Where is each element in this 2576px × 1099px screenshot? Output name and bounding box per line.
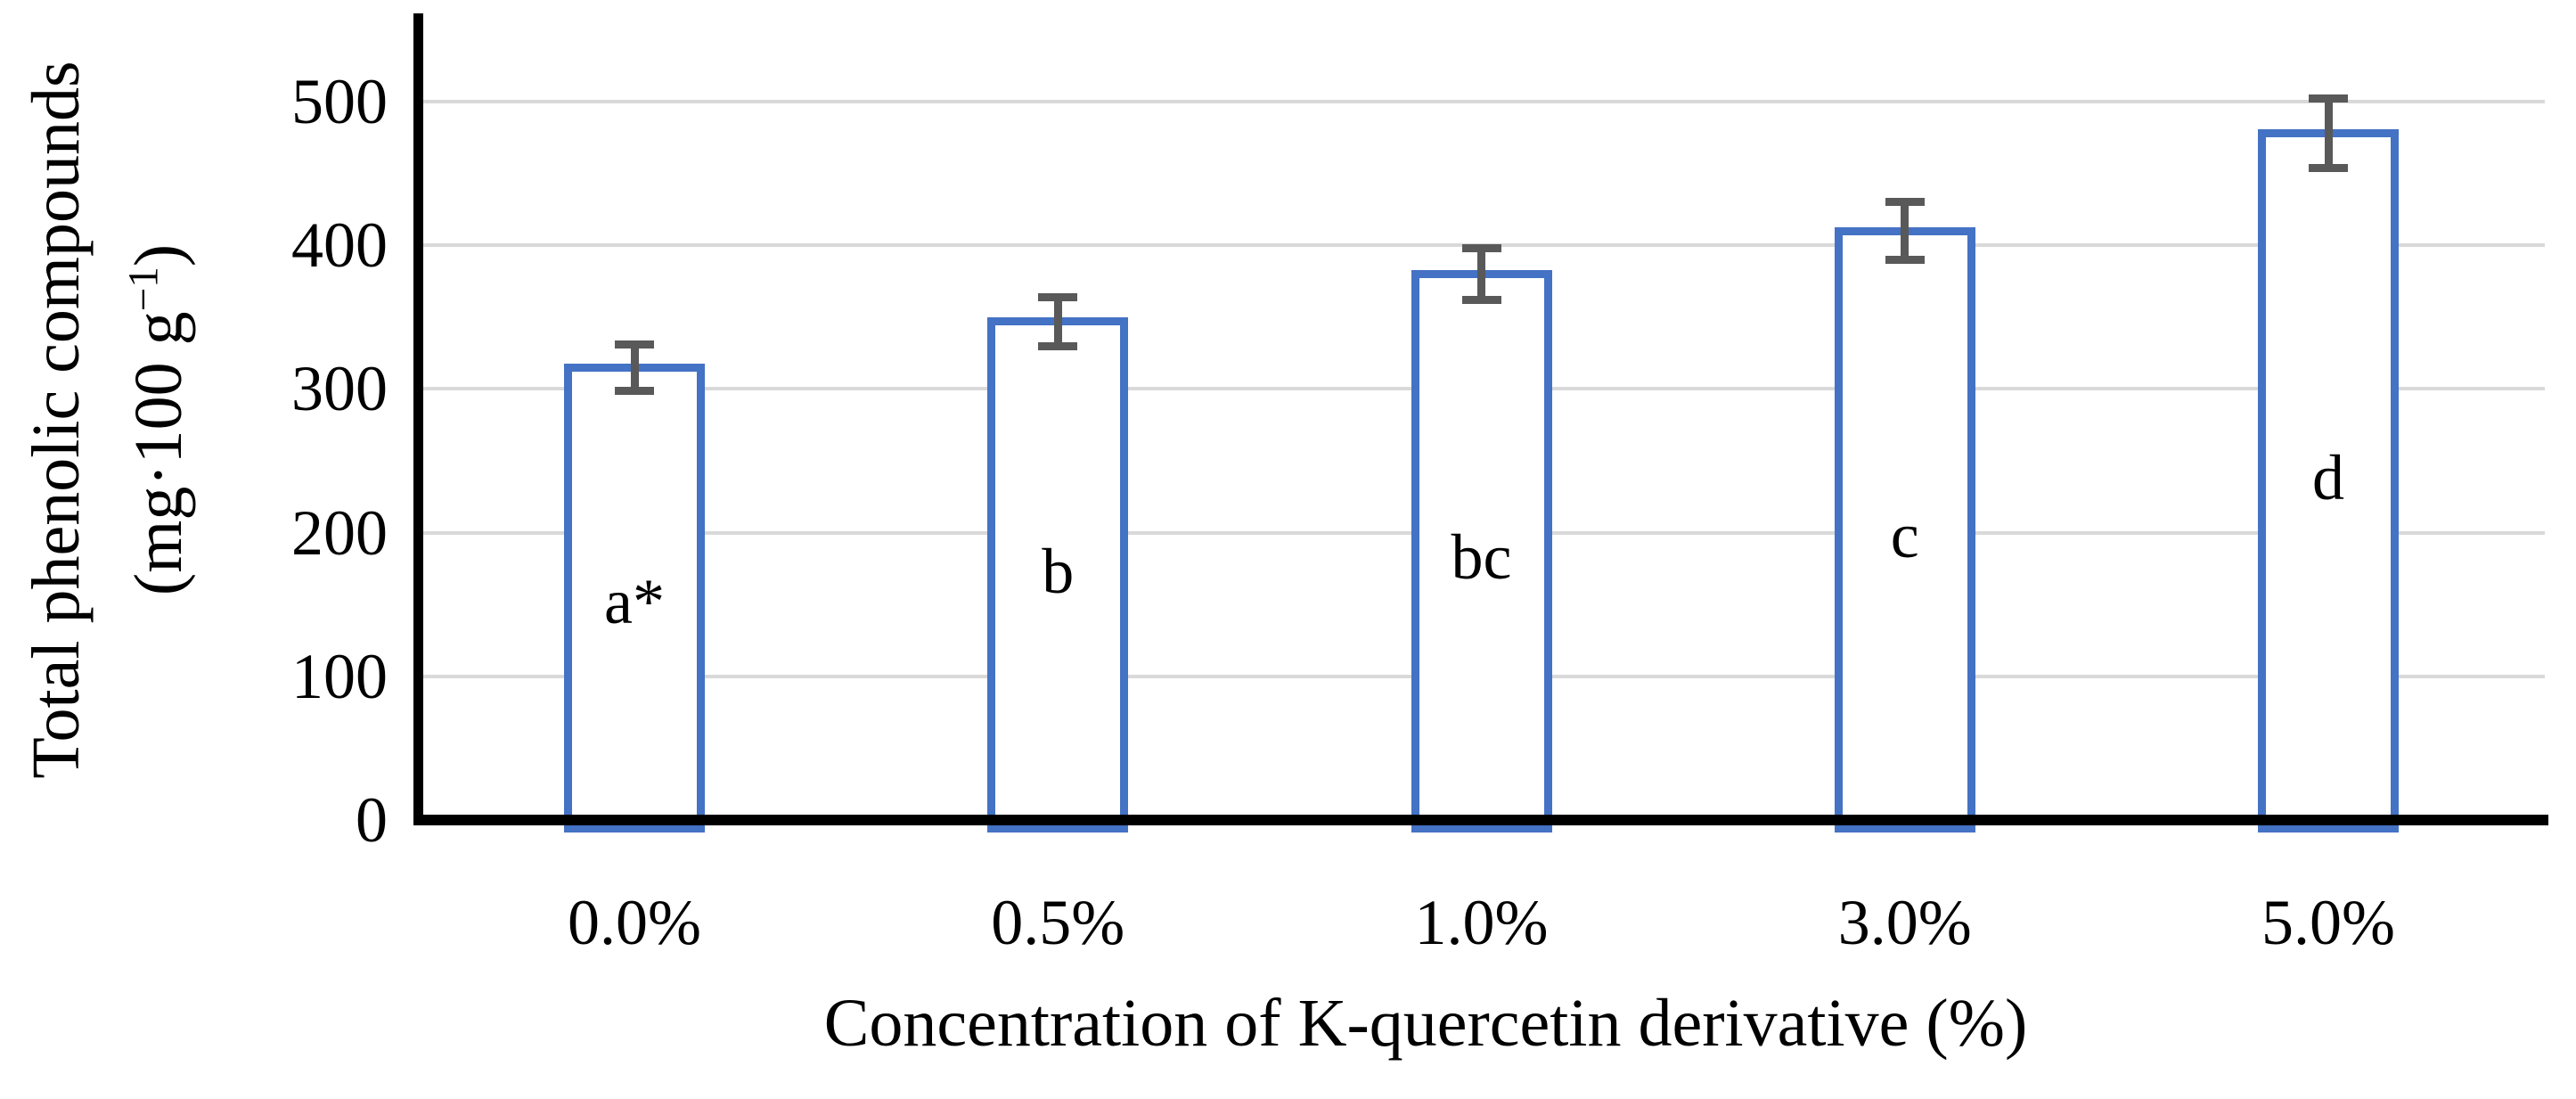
error-bar-cap bbox=[2309, 163, 2348, 172]
error-bar-cap bbox=[1461, 295, 1501, 304]
error-bar-whisker bbox=[2324, 98, 2333, 168]
error-bar-cap bbox=[1461, 243, 1501, 252]
x-tick-label: 0.5% bbox=[991, 887, 1125, 958]
error-bar-cap bbox=[2309, 94, 2348, 103]
error-bar-cap bbox=[1038, 341, 1078, 350]
error-bar-whisker bbox=[630, 344, 639, 390]
x-tick-label: 5.0% bbox=[2261, 887, 2395, 958]
x-tick-label: 3.0% bbox=[1837, 887, 1972, 958]
significance-label: a* bbox=[604, 565, 665, 637]
y-tick-label: 300 bbox=[291, 353, 388, 425]
gridline bbox=[419, 100, 2545, 103]
y-axis-title-line1: Total phenolic compounds bbox=[19, 61, 94, 779]
x-axis-line bbox=[413, 815, 2548, 825]
x-axis-title: Concentration of K-quercetin derivative … bbox=[823, 986, 2028, 1061]
x-tick-label: 1.0% bbox=[1414, 887, 1549, 958]
error-bar-cap bbox=[1885, 198, 1925, 207]
error-bar-whisker bbox=[1901, 201, 1910, 260]
y-tick-label: 100 bbox=[291, 640, 388, 712]
y-tick-label: 200 bbox=[291, 496, 388, 569]
y-tick-label: 500 bbox=[291, 66, 388, 137]
significance-label: c bbox=[1890, 499, 1919, 571]
y-axis-line bbox=[413, 13, 423, 825]
error-bar-whisker bbox=[1053, 297, 1062, 347]
error-bar-cap bbox=[1885, 255, 1925, 264]
bar bbox=[987, 317, 1129, 832]
y-tick-label: 0 bbox=[356, 784, 388, 856]
error-bar-whisker bbox=[1477, 248, 1485, 300]
error-bar-cap bbox=[615, 340, 654, 349]
significance-label: bc bbox=[1451, 521, 1512, 593]
significance-label: b bbox=[1042, 536, 1075, 608]
bar bbox=[1834, 226, 1975, 832]
error-bar-cap bbox=[1038, 292, 1078, 301]
x-tick-label: 0.0% bbox=[568, 887, 701, 958]
y-tick-label: 400 bbox=[291, 209, 388, 282]
significance-label: d bbox=[2312, 442, 2344, 514]
bar bbox=[1411, 269, 1552, 832]
error-bar-cap bbox=[615, 386, 654, 395]
